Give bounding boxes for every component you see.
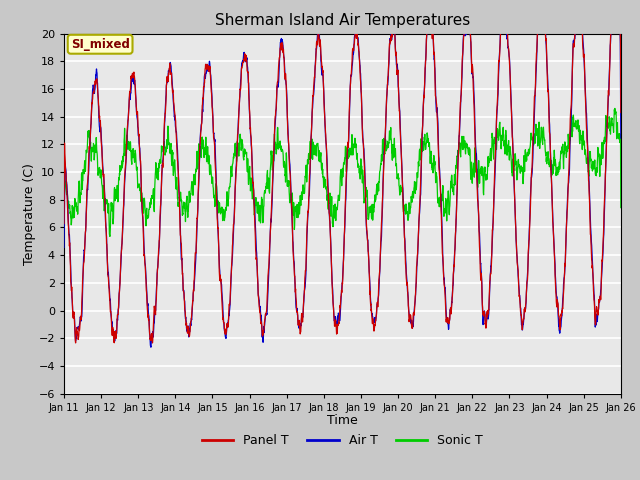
Line: Panel T: Panel T: [64, 0, 621, 343]
Legend: Panel T, Air T, Sonic T: Panel T, Air T, Sonic T: [196, 429, 488, 452]
Sonic T: [60, 216, 68, 222]
Air T: [617, 135, 625, 141]
Sonic T: [584, 156, 591, 162]
Line: Air T: Air T: [64, 0, 621, 347]
Panel T: [584, 141, 591, 146]
Air T: [371, 315, 379, 321]
Sonic T: [504, 142, 512, 147]
Text: SI_mixed: SI_mixed: [70, 38, 129, 51]
Sonic T: [617, 205, 625, 211]
Air T: [359, 129, 367, 134]
Panel T: [148, 340, 156, 346]
Panel T: [359, 135, 367, 141]
Panel T: [60, 221, 68, 227]
X-axis label: Time: Time: [327, 414, 358, 427]
Air T: [504, 44, 512, 50]
Sonic T: [216, 200, 223, 206]
Sonic T: [359, 167, 367, 173]
Y-axis label: Temperature (C): Temperature (C): [22, 163, 36, 264]
Air T: [216, 265, 223, 271]
Panel T: [617, 109, 625, 115]
Panel T: [216, 272, 223, 278]
Line: Sonic T: Sonic T: [64, 108, 621, 237]
Panel T: [371, 322, 379, 328]
Air T: [60, 244, 68, 250]
Sonic T: [568, 129, 575, 135]
Panel T: [504, 45, 512, 50]
Air T: [147, 344, 155, 350]
Air T: [568, 97, 575, 103]
Title: Sherman Island Air Temperatures: Sherman Island Air Temperatures: [215, 13, 470, 28]
Sonic T: [106, 234, 114, 240]
Air T: [584, 133, 591, 139]
Sonic T: [371, 199, 379, 205]
Panel T: [568, 81, 575, 86]
Sonic T: [611, 106, 619, 111]
